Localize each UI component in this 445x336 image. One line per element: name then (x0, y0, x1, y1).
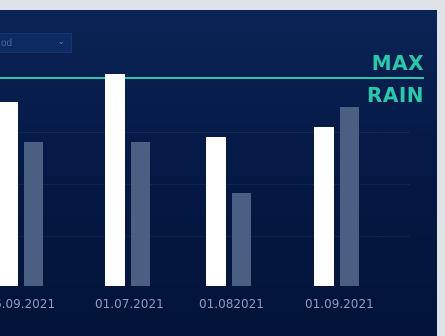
chart-panel: od ⌄ MAX RAIN 6.09.2021 01.07.2021 01.0820… (0, 10, 437, 336)
grid-line (0, 236, 410, 237)
rain-bar (232, 192, 251, 286)
x-tick-label: 6.09.2021 (0, 297, 56, 311)
grid-line (0, 184, 410, 185)
period-select-value: od (1, 38, 13, 49)
x-tick-label: 01.09.2021 (305, 297, 374, 311)
max-bar (206, 137, 226, 286)
x-tick-label: 01.07.2021 (95, 297, 164, 311)
rain-bar (340, 107, 359, 286)
rain-legend-label: RAIN (366, 83, 424, 107)
chevron-down-icon: ⌄ (57, 36, 65, 46)
grid-line (0, 132, 410, 133)
period-select[interactable]: od ⌄ (0, 33, 72, 53)
max-bar (0, 102, 18, 286)
rain-bar (24, 142, 43, 286)
max-bar (314, 127, 334, 286)
max-line (0, 77, 424, 79)
rain-bar (131, 142, 150, 286)
max-bar (105, 74, 125, 286)
max-legend-label: MAX (371, 51, 424, 75)
x-tick-label: 01.082021 (199, 297, 264, 311)
